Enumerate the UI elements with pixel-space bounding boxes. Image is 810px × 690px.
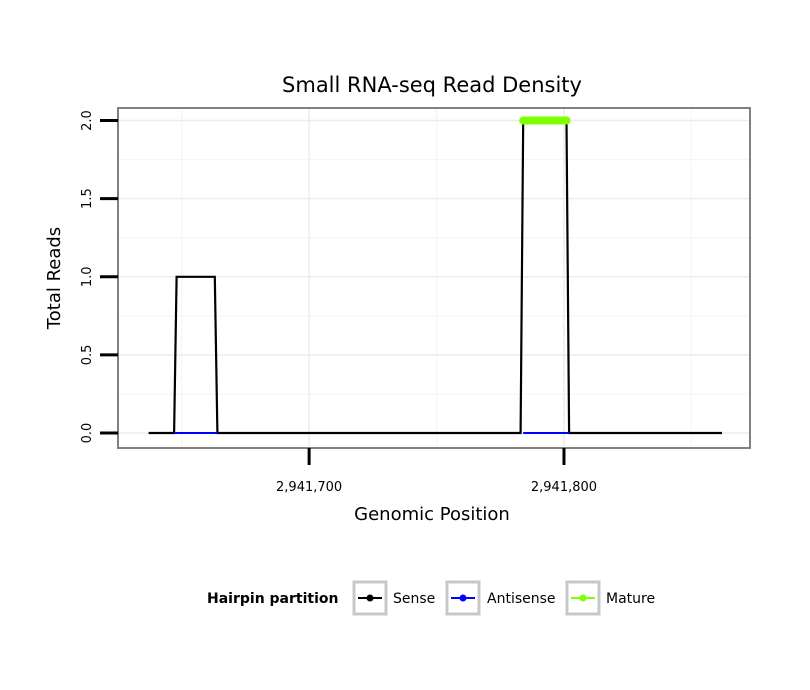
y-tick-label-2: 1.0 <box>80 266 95 287</box>
plot-background <box>118 108 750 448</box>
y-tick-label-1: 0.5 <box>80 345 95 366</box>
legend-title: Hairpin partition <box>207 591 338 607</box>
legend-key-dot-antisense <box>459 594 467 602</box>
x-tick-label-1: 2,941,800 <box>531 480 597 495</box>
legend-label-sense: Sense <box>393 591 435 607</box>
chart-title: Small RNA-seq Read Density <box>282 73 582 97</box>
x-tick-label-0: 2,941,700 <box>276 480 342 495</box>
legend-label-antisense: Antisense <box>487 591 556 607</box>
legend-key-dot-sense <box>366 594 374 602</box>
series-sense-line <box>148 119 722 435</box>
y-axis-title: Total Reads <box>44 227 65 330</box>
y-tick-label-3: 1.5 <box>80 188 95 209</box>
plot-panel: 0.0 0.5 1.0 1.5 2.0 2,941,700 2,941,800 <box>80 107 751 495</box>
legend-key-dot-mature <box>579 594 587 602</box>
x-axis-title: Genomic Position <box>354 504 510 525</box>
legend: Hairpin partition Sense Antisense Mature <box>207 580 655 616</box>
y-tick-label-4: 2.0 <box>80 110 95 131</box>
y-tick-label-0: 0.0 <box>80 423 95 444</box>
legend-label-mature: Mature <box>606 591 655 607</box>
